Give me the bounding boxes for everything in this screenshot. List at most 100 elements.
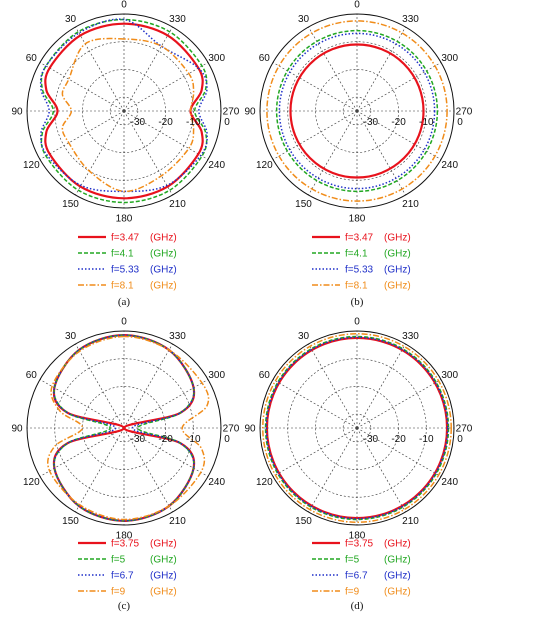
grid-spoke [75, 427, 125, 513]
legend-entry-name: f=3.47 [111, 233, 140, 244]
grid-spoke [39, 427, 125, 477]
series-line-3 [39, 18, 208, 193]
angle-tick-label: 0 [121, 0, 127, 11]
radial-tick-label: -10 [419, 117, 434, 128]
radial-tick-label: -10 [419, 434, 434, 445]
angle-tick-label: 90 [11, 107, 23, 118]
series-line-1 [44, 22, 204, 200]
grid-spoke [123, 110, 173, 196]
series-line-4 [47, 335, 210, 521]
angle-tick-label: 210 [169, 516, 186, 527]
angle-tick-label: 150 [62, 199, 79, 210]
angle-tick-label: 240 [208, 477, 225, 488]
legend-entry-unit: (GHz) [384, 233, 411, 244]
radial-tick-label: -20 [158, 117, 173, 128]
subfigure-caption: (b) [351, 296, 364, 308]
series-line-2 [275, 29, 439, 193]
angle-tick-label: 300 [441, 370, 458, 381]
angle-tick-label: 0 [121, 317, 127, 328]
angle-tick-label: 0 [354, 0, 360, 11]
legend-entry-name: f=4.1 [345, 249, 368, 260]
legend: f=3.47 (GHz) f=4.1 (GHz) f=5.33 (GHz) f=8.1 (GH… [312, 233, 411, 292]
angle-tick-label: 180 [116, 531, 133, 542]
grid-spoke [272, 427, 358, 477]
series-line-2 [264, 335, 450, 521]
grid-spoke [75, 110, 125, 196]
grid-spoke [356, 427, 406, 513]
grid-spoke [123, 379, 209, 429]
angle-tick-label: 60 [26, 370, 38, 381]
angle-tick-label: 30 [298, 331, 310, 342]
radial-tick-label: -20 [391, 117, 406, 128]
radial-tick-label: 0 [224, 117, 230, 128]
legend-entry-unit: (GHz) [150, 233, 177, 244]
legend-entry-unit: (GHz) [150, 539, 177, 550]
legend-entry-unit: (GHz) [150, 571, 177, 582]
legend-entry-unit: (GHz) [384, 539, 411, 550]
radial-tick-label: -30 [131, 117, 146, 128]
legend-entry-name: f=3.75 [345, 539, 374, 550]
angle-tick-label: 0 [354, 317, 360, 328]
outer-circle [26, 13, 222, 209]
radial-tick-label: -10 [186, 434, 201, 445]
angle-tick-label: 30 [65, 331, 77, 342]
angle-tick-label: 60 [26, 53, 38, 64]
legend-entry-name: f=3.75 [111, 539, 140, 550]
angle-tick-label: 120 [23, 160, 40, 171]
subfigure-caption: (c) [118, 600, 131, 612]
legend-entry-name: f=5.33 [345, 265, 374, 276]
grid-spoke [123, 110, 209, 160]
legend-entry-unit: (GHz) [384, 555, 411, 566]
grid-spoke [123, 427, 173, 513]
angle-tick-label: 300 [441, 53, 458, 64]
grid-spoke [39, 62, 125, 112]
grid-spoke [75, 26, 125, 112]
radial-tick-label: -30 [131, 434, 146, 445]
grid-spoke [356, 427, 442, 477]
grid-spoke [75, 343, 125, 429]
legend-entry-name: f=6.7 [345, 571, 368, 582]
angle-tick-label: 270 [456, 107, 473, 118]
angle-tick-label: 300 [208, 53, 225, 64]
legend-entry-unit: (GHz) [384, 249, 411, 260]
series-line-4 [266, 20, 448, 202]
polar-plot-3: -30 -20 -10 0 0 330 300 270 240 210 180 150 120 90 60 3… [11, 317, 239, 542]
grid-spoke [356, 343, 406, 429]
series-line-3 [265, 336, 449, 520]
series-line-4 [262, 333, 452, 523]
angle-tick-label: 120 [256, 477, 273, 488]
grid-spoke [356, 26, 406, 112]
angle-tick-label: 300 [208, 370, 225, 381]
grid-spoke [123, 343, 173, 429]
radial-tick-label: -30 [364, 117, 379, 128]
grid-spoke [272, 379, 358, 429]
grid-spoke [308, 343, 358, 429]
angle-tick-label: 210 [402, 516, 419, 527]
grid-spoke [272, 110, 358, 160]
legend: f=3.75 (GHz) f=5 (GHz) f=6.7 (GHz) f=9 (GHz) [78, 539, 177, 598]
angle-tick-label: 120 [23, 477, 40, 488]
series-line-3 [53, 334, 195, 522]
angle-tick-label: 210 [169, 199, 186, 210]
angle-tick-label: 210 [402, 199, 419, 210]
angle-tick-label: 90 [244, 107, 256, 118]
legend-entry-name: f=4.1 [111, 249, 134, 260]
polar-plot-1: -30 -20 -10 0 0 330 300 270 240 210 180 150 120 90 60 3… [11, 0, 239, 225]
grid-spoke [356, 110, 406, 196]
legend: f=3.75 (GHz) f=5 (GHz) f=6.7 (GHz) f=9 (GHz) [312, 539, 411, 598]
grid-spoke [308, 427, 358, 513]
subfigure-caption: (d) [351, 600, 364, 612]
subfigure-caption: (a) [118, 296, 131, 308]
radial-tick-label: 0 [457, 117, 463, 128]
legend-entry-unit: (GHz) [150, 281, 177, 292]
angle-tick-label: 150 [295, 199, 312, 210]
angle-tick-label: 120 [256, 160, 273, 171]
outer-circle [26, 330, 222, 526]
angle-tick-label: 30 [298, 14, 310, 25]
grid-spoke [272, 62, 358, 112]
outer-circle [259, 13, 455, 209]
angle-tick-label: 30 [65, 14, 77, 25]
angle-tick-label: 60 [259, 370, 271, 381]
angle-tick-label: 330 [402, 331, 419, 342]
legend-entry-unit: (GHz) [384, 587, 411, 598]
